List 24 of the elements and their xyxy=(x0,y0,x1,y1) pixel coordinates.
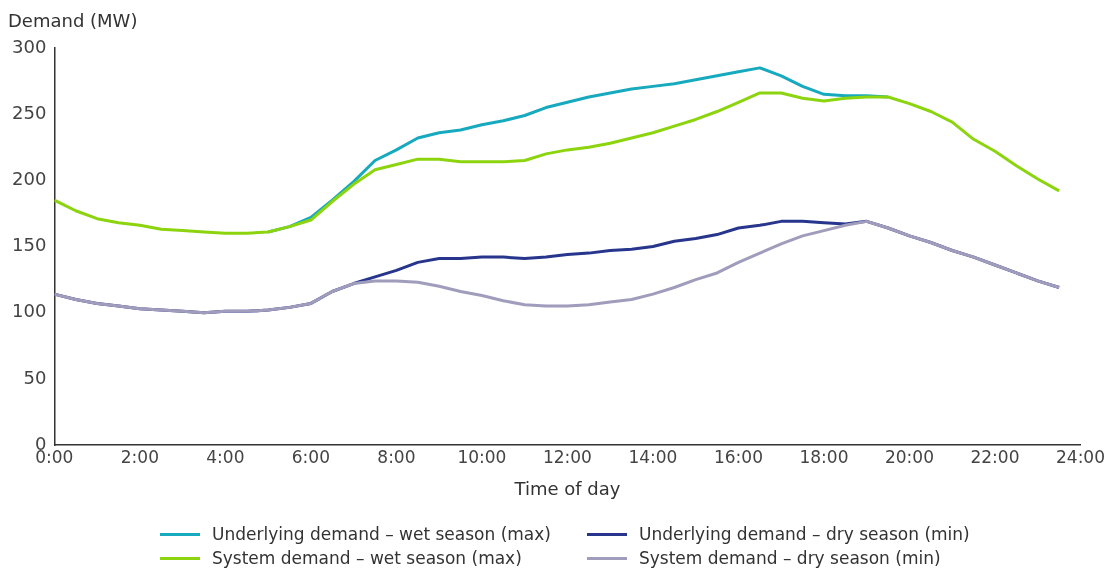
x-tick-label: 10:00 xyxy=(457,446,507,467)
y-tick-label: 100 xyxy=(12,300,47,322)
x-axis-title: Time of day xyxy=(513,477,621,499)
y-tick-label: 150 xyxy=(12,234,47,256)
x-tick-label: 20:00 xyxy=(884,446,934,467)
x-tick-label: 12:00 xyxy=(542,446,592,467)
x-tick-label: 8:00 xyxy=(377,446,416,467)
legend-label: Underlying demand – dry season (min) xyxy=(638,524,970,544)
legend-label: Underlying demand – wet season (max) xyxy=(212,524,551,544)
x-tick-label: 24:00 xyxy=(1056,446,1105,467)
x-tick-label: 16:00 xyxy=(713,446,763,467)
x-tick-label: 6:00 xyxy=(291,446,330,467)
y-tick-label: 200 xyxy=(12,168,47,190)
y-axis-title: Demand (MW) xyxy=(8,10,138,31)
x-tick-label: 22:00 xyxy=(970,446,1020,467)
x-tick-label: 18:00 xyxy=(799,446,849,467)
legend-label: System demand – wet season (max) xyxy=(212,548,522,568)
x-tick-label: 14:00 xyxy=(628,446,678,467)
legend-label: System demand – dry season (min) xyxy=(638,548,941,568)
y-tick-label: 50 xyxy=(23,366,47,388)
x-tick-label: 2:00 xyxy=(120,446,159,467)
y-tick-label: 300 xyxy=(12,35,47,57)
y-tick-label: 250 xyxy=(12,101,47,123)
x-tick-label: 4:00 xyxy=(206,446,245,467)
